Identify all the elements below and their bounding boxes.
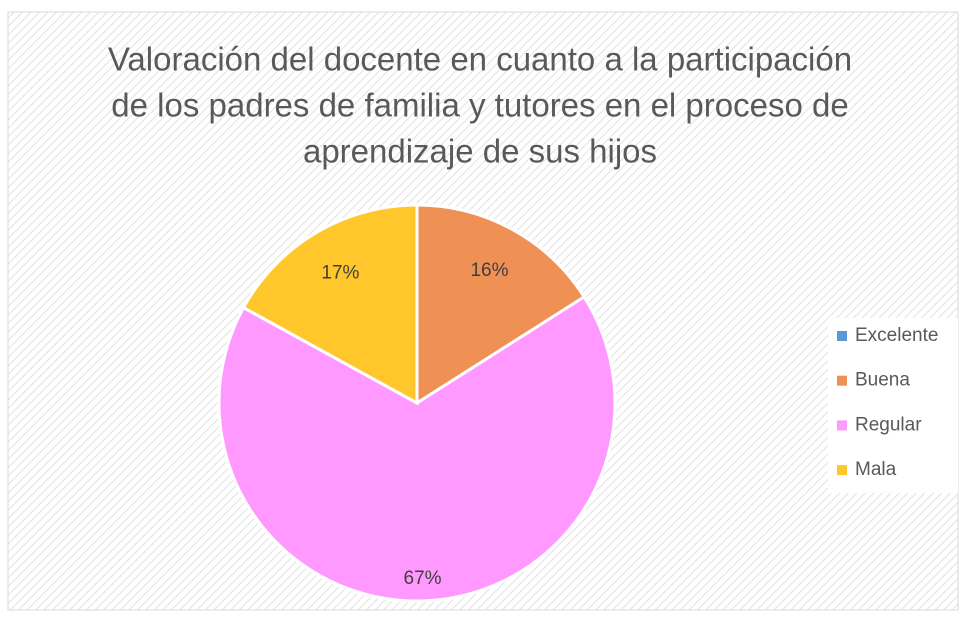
chart-title: aprendizaje de sus hijos [303, 133, 657, 170]
pie-slice [217, 294, 617, 603]
data-label: 16% [470, 260, 508, 281]
legend-label: Buena [855, 370, 910, 391]
legend-swatch [837, 375, 847, 386]
legend-box [828, 318, 958, 493]
legend-label: Excelente [855, 325, 938, 346]
pie-slice [241, 203, 419, 406]
pie-slice [415, 203, 587, 406]
legend-label: Mala [855, 459, 897, 480]
legend-label: Regular [855, 414, 922, 435]
data-label: 67% [404, 568, 442, 589]
chart-title: Valoración del docente en cuanto a la pa… [108, 41, 852, 78]
data-label: 17% [321, 262, 359, 283]
legend-swatch [837, 465, 847, 476]
legend-swatch [837, 331, 847, 341]
legend-swatch [837, 420, 847, 431]
chart-title: de los padres de familia y tutores en el… [111, 87, 848, 124]
